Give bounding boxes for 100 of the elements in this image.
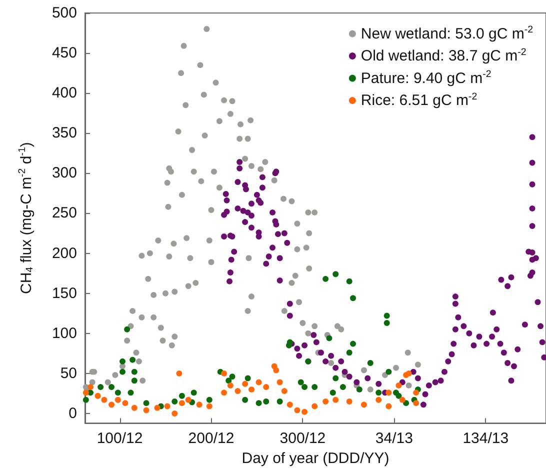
- point: [298, 379, 304, 386]
- point: [356, 386, 362, 392]
- y-tick-label: 250: [52, 204, 77, 222]
- point: [302, 408, 308, 415]
- point: [281, 388, 288, 394]
- point: [128, 390, 134, 396]
- y-tick-label: 400: [52, 84, 77, 102]
- x-tick-label: 100/12: [96, 430, 143, 448]
- point: [244, 375, 251, 382]
- point: [403, 400, 410, 406]
- y-tick-label: 350: [52, 124, 77, 142]
- point: [229, 374, 236, 380]
- y-tick-label: 450: [52, 44, 77, 62]
- point: [122, 400, 128, 406]
- x-tick-label: 134/13: [462, 430, 509, 448]
- point: [143, 400, 150, 406]
- point: [242, 380, 248, 387]
- point: [234, 388, 241, 394]
- point: [386, 368, 392, 375]
- point: [386, 403, 392, 410]
- point: [322, 276, 329, 282]
- y-tick-label: 0: [68, 404, 77, 422]
- point: [176, 370, 182, 376]
- point: [322, 398, 329, 404]
- point: [386, 390, 392, 396]
- x-tick-label: 200/12: [188, 430, 234, 448]
- point: [346, 350, 352, 356]
- point: [256, 400, 262, 406]
- point: [101, 396, 108, 403]
- point: [131, 368, 138, 375]
- point: [98, 384, 104, 390]
- point: [330, 390, 336, 396]
- point: [276, 379, 283, 386]
- point: [206, 396, 212, 403]
- point: [350, 295, 356, 302]
- x-tick-label: 34/13: [375, 430, 413, 448]
- point: [108, 402, 115, 408]
- point: [340, 384, 346, 390]
- point: [326, 335, 332, 342]
- point: [221, 390, 228, 396]
- point: [196, 402, 202, 408]
- point: [376, 390, 382, 396]
- point: [273, 367, 280, 374]
- point: [82, 390, 89, 396]
- point: [263, 384, 270, 390]
- point: [360, 402, 367, 408]
- point: [120, 358, 126, 364]
- point: [190, 390, 197, 396]
- x-axis-title: Day of year (DDD/YY): [242, 450, 390, 467]
- point: [384, 320, 390, 326]
- point: [276, 398, 283, 404]
- point: [226, 378, 232, 384]
- point: [413, 390, 420, 396]
- y-tick-label: 100: [52, 324, 77, 342]
- point: [154, 404, 160, 411]
- point: [263, 398, 270, 404]
- point: [131, 404, 138, 411]
- point: [124, 326, 130, 332]
- point: [396, 382, 402, 388]
- point: [406, 370, 412, 376]
- point: [94, 392, 101, 399]
- point: [120, 368, 126, 375]
- point: [413, 400, 420, 406]
- x-tick-label: 300/12: [280, 430, 326, 448]
- point: [376, 396, 382, 403]
- point: [227, 382, 234, 388]
- point: [367, 360, 374, 366]
- y-tick-label: 150: [52, 284, 77, 302]
- point: [108, 384, 115, 390]
- point: [350, 340, 356, 347]
- y-tick-label: 50: [60, 364, 77, 382]
- point: [332, 375, 339, 382]
- point: [286, 402, 293, 408]
- point: [221, 370, 228, 376]
- point: [82, 396, 89, 403]
- point: [114, 396, 121, 403]
- y-tick-label: 200: [52, 244, 77, 262]
- point: [332, 271, 339, 278]
- point: [178, 392, 185, 399]
- point: [346, 278, 352, 284]
- point: [302, 384, 308, 390]
- point: [248, 386, 254, 392]
- point: [185, 396, 192, 403]
- point: [131, 378, 138, 384]
- point: [172, 410, 178, 416]
- point: [332, 396, 339, 403]
- point: [206, 403, 212, 410]
- point: [130, 356, 136, 363]
- point: [399, 396, 406, 403]
- point: [178, 400, 185, 406]
- point: [312, 403, 318, 410]
- point: [114, 390, 121, 396]
- point: [384, 312, 390, 319]
- point: [242, 396, 248, 403]
- point: [164, 403, 170, 410]
- point: [172, 398, 178, 404]
- y-tick-label: 500: [52, 4, 77, 22]
- point: [87, 384, 94, 390]
- point: [294, 407, 300, 414]
- point: [346, 398, 352, 404]
